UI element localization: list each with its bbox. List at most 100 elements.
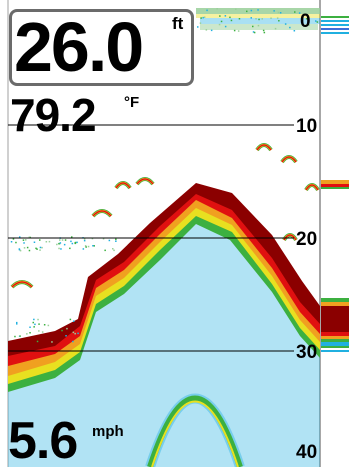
surface-clutter (196, 8, 320, 30)
noise-speck (12, 238, 15, 240)
noise-speck (224, 15, 227, 17)
depth-readout-box (9, 9, 194, 86)
noise-speck (115, 238, 117, 241)
noise-speck (39, 246, 42, 249)
noise-speck (230, 19, 233, 22)
noise-speck (37, 318, 39, 321)
noise-speck (206, 9, 208, 12)
noise-speck (205, 29, 208, 31)
noise-speck (293, 30, 296, 32)
noise-speck (23, 242, 25, 244)
noise-speck (305, 25, 307, 27)
noise-speck (28, 236, 31, 238)
noise-speck (26, 246, 29, 249)
noise-speck (257, 9, 259, 11)
noise-speck (257, 24, 260, 27)
noise-speck (29, 326, 31, 328)
fish-arch (11, 281, 33, 288)
depth-gridlines (8, 124, 294, 352)
noise-speck (91, 237, 94, 240)
fish-arch (283, 234, 297, 241)
noise-speck (305, 18, 308, 20)
noise-speck (262, 29, 265, 32)
noise-speck (278, 20, 280, 22)
noise-speck (70, 240, 72, 243)
depth-value: 26.0 (14, 8, 144, 86)
noise-speck (250, 17, 252, 19)
noise-speck (233, 29, 236, 32)
noise-speck (51, 341, 53, 343)
noise-speck (261, 18, 263, 20)
noise-speck (19, 249, 22, 252)
speed-unit: mph (92, 423, 124, 440)
noise-speck (22, 239, 25, 241)
noise-speck (71, 242, 74, 245)
depth-label-30: 30 (296, 342, 318, 363)
noise-speck (71, 236, 73, 238)
noise-speck (73, 320, 75, 322)
noise-speck (220, 20, 223, 23)
noise-speck (36, 248, 38, 250)
noise-speck (229, 16, 231, 19)
depth-label-10: 10 (296, 116, 318, 137)
noise-speck (39, 249, 41, 251)
noise-speck (238, 18, 241, 20)
noise-speck (74, 332, 76, 335)
noise-speck (279, 12, 282, 14)
noise-speck (284, 23, 287, 25)
noise-speck (28, 249, 31, 252)
noise-speck (58, 247, 60, 250)
noise-speck (85, 246, 87, 248)
bottom-return (8, 183, 320, 467)
noise-speck (61, 239, 64, 241)
noise-speck (315, 20, 317, 22)
noise-speck (87, 245, 90, 248)
noise-speck (64, 239, 67, 241)
noise-speck (253, 31, 256, 34)
noise-speck (16, 321, 18, 324)
noise-speck (39, 239, 41, 241)
depth-label-20: 20 (296, 229, 318, 250)
water-temperature-value: 79.2 (10, 89, 97, 141)
noise-speck (16, 323, 18, 325)
fish-arch (136, 178, 154, 185)
noise-speck (18, 249, 21, 251)
noise-speck (56, 243, 58, 246)
noise-speck (93, 245, 95, 247)
noise-speck (76, 241, 78, 244)
noise-speck (255, 18, 257, 20)
noise-speck (72, 340, 74, 343)
noise-speck (202, 16, 204, 19)
noise-speck (83, 238, 86, 240)
noise-speck (199, 22, 202, 24)
noise-speck (316, 21, 319, 23)
noise-speck (92, 245, 94, 247)
noise-speck (224, 25, 227, 28)
noise-speck (250, 9, 253, 12)
noise-speck (102, 238, 105, 240)
noise-speck (43, 324, 46, 326)
noise-speck (34, 323, 36, 326)
noise-speck (82, 248, 85, 250)
noise-speck (23, 247, 26, 249)
noise-speck (65, 335, 67, 337)
noise-speck (66, 327, 68, 330)
noise-speck (15, 241, 17, 244)
noise-speck (36, 340, 39, 343)
noise-speck (59, 242, 62, 244)
noise-speck (108, 239, 111, 242)
noise-speck (72, 331, 75, 334)
noise-speck (210, 29, 213, 32)
noise-speck (69, 247, 71, 250)
noise-speck (308, 24, 310, 26)
noise-speck (200, 17, 202, 19)
noise-speck (61, 329, 63, 332)
sonar-noise (10, 8, 319, 343)
noise-speck (59, 239, 61, 241)
noise-speck (33, 326, 35, 328)
noise-speck (32, 321, 34, 324)
noise-speck (216, 8, 218, 10)
noise-speck (270, 17, 272, 19)
